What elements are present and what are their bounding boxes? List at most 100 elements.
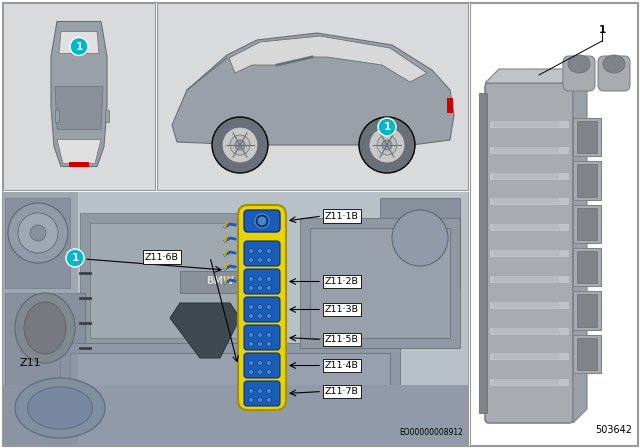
- Text: Z11·5B: Z11·5B: [325, 335, 359, 344]
- Polygon shape: [485, 69, 587, 83]
- FancyBboxPatch shape: [244, 325, 280, 350]
- Circle shape: [248, 361, 253, 366]
- Circle shape: [266, 370, 271, 375]
- Text: 1: 1: [383, 122, 390, 132]
- FancyBboxPatch shape: [244, 241, 280, 266]
- Polygon shape: [51, 22, 107, 167]
- Ellipse shape: [28, 387, 93, 429]
- Circle shape: [266, 249, 271, 254]
- Circle shape: [359, 117, 415, 173]
- Bar: [493, 353, 559, 359]
- Circle shape: [266, 314, 271, 319]
- Text: 1: 1: [76, 42, 83, 52]
- FancyBboxPatch shape: [244, 353, 280, 378]
- Circle shape: [8, 203, 68, 263]
- Bar: [105, 109, 109, 121]
- Bar: [80, 213, 280, 348]
- Bar: [489, 223, 569, 231]
- Polygon shape: [229, 36, 427, 82]
- Ellipse shape: [15, 293, 75, 363]
- Bar: [573, 248, 601, 286]
- Bar: [489, 378, 569, 386]
- Circle shape: [212, 117, 268, 173]
- Polygon shape: [170, 303, 240, 358]
- Circle shape: [266, 332, 271, 337]
- Circle shape: [66, 249, 84, 267]
- Polygon shape: [573, 69, 587, 423]
- Ellipse shape: [603, 55, 625, 73]
- Circle shape: [266, 397, 271, 402]
- Circle shape: [257, 332, 262, 337]
- Polygon shape: [55, 86, 103, 129]
- Bar: [493, 276, 559, 282]
- Bar: [489, 327, 569, 335]
- Circle shape: [266, 258, 271, 263]
- Text: 1: 1: [598, 25, 605, 35]
- Circle shape: [255, 214, 269, 228]
- FancyBboxPatch shape: [598, 56, 630, 91]
- Circle shape: [266, 285, 271, 290]
- Circle shape: [257, 314, 262, 319]
- Circle shape: [266, 305, 271, 310]
- Bar: [3, 192, 78, 445]
- Circle shape: [266, 276, 271, 281]
- Text: BMW: BMW: [206, 276, 234, 286]
- Polygon shape: [59, 31, 99, 53]
- Bar: [90, 223, 270, 338]
- Circle shape: [248, 370, 253, 375]
- Bar: [489, 120, 569, 128]
- Circle shape: [248, 332, 253, 337]
- Circle shape: [248, 388, 253, 393]
- Bar: [3, 192, 468, 445]
- Circle shape: [257, 276, 262, 281]
- Circle shape: [257, 249, 262, 254]
- Circle shape: [248, 258, 253, 263]
- Bar: [493, 121, 559, 127]
- Circle shape: [257, 341, 262, 346]
- Bar: [157, 3, 468, 190]
- Bar: [493, 172, 559, 178]
- Bar: [577, 208, 597, 240]
- Polygon shape: [57, 139, 101, 164]
- FancyBboxPatch shape: [485, 83, 573, 423]
- FancyBboxPatch shape: [244, 297, 280, 322]
- Circle shape: [248, 249, 253, 254]
- Circle shape: [369, 127, 405, 163]
- Bar: [577, 121, 597, 153]
- Ellipse shape: [15, 378, 105, 438]
- Bar: [493, 327, 559, 333]
- FancyBboxPatch shape: [244, 381, 280, 406]
- Bar: [573, 205, 601, 243]
- Circle shape: [248, 314, 253, 319]
- Circle shape: [222, 127, 258, 163]
- Circle shape: [257, 305, 262, 310]
- Bar: [577, 251, 597, 283]
- Circle shape: [258, 217, 266, 225]
- Circle shape: [257, 285, 262, 290]
- FancyBboxPatch shape: [244, 269, 280, 294]
- Circle shape: [257, 370, 262, 375]
- Text: 1: 1: [72, 253, 79, 263]
- Circle shape: [248, 285, 253, 290]
- Bar: [489, 275, 569, 283]
- Bar: [573, 335, 601, 373]
- Text: Z11·1B: Z11·1B: [325, 211, 359, 220]
- Bar: [70, 353, 390, 408]
- Bar: [493, 302, 559, 308]
- Bar: [380, 198, 460, 288]
- Bar: [577, 338, 597, 370]
- Circle shape: [257, 361, 262, 366]
- Circle shape: [248, 276, 253, 281]
- Bar: [489, 172, 569, 180]
- Text: 503642: 503642: [595, 425, 632, 435]
- Bar: [493, 198, 559, 204]
- Bar: [5, 198, 70, 288]
- Circle shape: [257, 388, 262, 393]
- Bar: [493, 379, 559, 385]
- Bar: [489, 352, 569, 360]
- Bar: [573, 161, 601, 200]
- Text: Z11·7B: Z11·7B: [325, 387, 359, 396]
- Circle shape: [382, 140, 392, 150]
- Bar: [489, 249, 569, 257]
- Bar: [573, 118, 601, 156]
